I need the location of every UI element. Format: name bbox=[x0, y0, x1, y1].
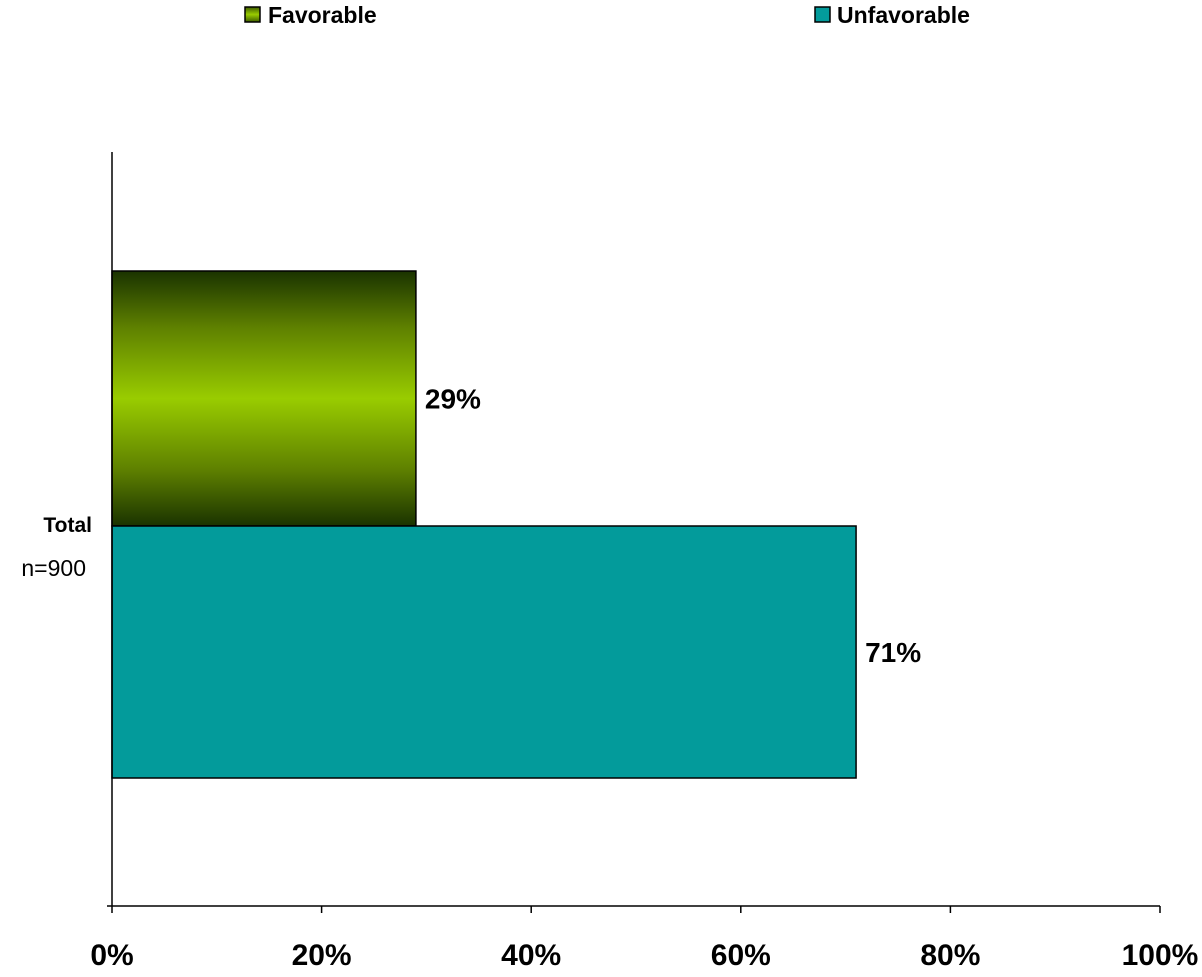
x-tick-label: 20% bbox=[292, 939, 352, 972]
legend-swatch-unfavorable bbox=[814, 6, 831, 23]
x-tick-label: 60% bbox=[711, 939, 771, 972]
category-label: Total bbox=[43, 514, 92, 537]
category-label-group: Total n=900 bbox=[21, 514, 92, 581]
category-sample-size: n=900 bbox=[21, 555, 86, 581]
x-tick-label: 40% bbox=[501, 939, 561, 972]
x-axis-ticks bbox=[111, 906, 1161, 913]
value-label-favorable: 29% bbox=[425, 384, 481, 415]
legend-swatch-favorable bbox=[244, 6, 261, 23]
value-labels: 29% 71% bbox=[425, 384, 921, 669]
value-label-unfavorable: 71% bbox=[865, 637, 921, 668]
plot-area: 29% 71% 0% 20% 40% 60% 80% 100% Total n=900 bbox=[21, 152, 1198, 972]
x-tick-label: 100% bbox=[1122, 939, 1199, 972]
bars bbox=[111, 270, 857, 779]
legend-item-favorable: Favorable bbox=[244, 2, 377, 28]
x-tick-label: 80% bbox=[920, 939, 980, 972]
legend-label-favorable: Favorable bbox=[268, 2, 377, 28]
bar-favorable bbox=[111, 270, 417, 527]
legend-item-unfavorable: Unfavorable bbox=[814, 2, 970, 28]
x-axis-tick-labels: 0% 20% 40% 60% 80% 100% bbox=[90, 939, 1198, 972]
legend-label-unfavorable: Unfavorable bbox=[837, 2, 970, 28]
legend: Favorable Unfavorable bbox=[244, 2, 970, 28]
x-tick-label: 0% bbox=[90, 939, 133, 972]
bar-unfavorable bbox=[111, 525, 857, 779]
